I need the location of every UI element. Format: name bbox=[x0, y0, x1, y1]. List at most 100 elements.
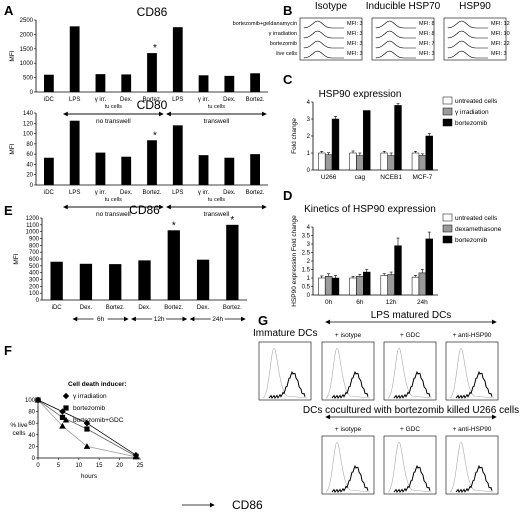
bar bbox=[363, 272, 370, 295]
chart-d-kinetics: Kinetics of HSP90 expressionHSP90 expres… bbox=[291, 204, 502, 307]
x-tick-label: LPS bbox=[69, 190, 80, 196]
y-axis-label: MFI bbox=[13, 253, 20, 264]
chart-title: CD80 bbox=[137, 98, 168, 112]
legend-label: bortezomib+GDC bbox=[73, 417, 124, 424]
y-axis-label: % live bbox=[10, 422, 28, 429]
x-tick-label: LPS bbox=[172, 97, 183, 103]
y-tick-label: 40 bbox=[26, 162, 33, 168]
bar bbox=[44, 158, 54, 185]
chart-title: HSP90 expression bbox=[319, 89, 402, 100]
row-label: bortezomib+geldanamycin bbox=[233, 21, 297, 27]
bar bbox=[96, 153, 106, 185]
bar bbox=[388, 275, 395, 295]
y-tick-label: 1 bbox=[307, 276, 311, 282]
bar bbox=[109, 264, 121, 300]
y-axis-label: cells bbox=[12, 430, 26, 437]
x-tick-label: 24h bbox=[417, 299, 428, 306]
bar bbox=[381, 153, 388, 170]
sample-trace bbox=[332, 466, 368, 492]
y-tick-label: 3 bbox=[307, 117, 311, 123]
x-tick-label: 5 bbox=[57, 463, 61, 469]
bar bbox=[147, 53, 157, 92]
y-tick-label: 0 bbox=[307, 168, 311, 174]
x-tick-label: Bortez. bbox=[246, 97, 265, 103]
y-tick-label: 300 bbox=[29, 278, 40, 284]
histogram-trace bbox=[448, 51, 488, 58]
y-tick-label: 1500 bbox=[20, 47, 34, 53]
y-tick-label: 2.5 bbox=[302, 251, 311, 257]
x-tick-label: Bortez. bbox=[246, 190, 265, 196]
chart-e-cd86: CD86MFI010020030040050060070080090010001… bbox=[13, 203, 247, 323]
y-tick-label: 80 bbox=[28, 410, 35, 416]
y-tick-label: 1 bbox=[307, 151, 311, 157]
bar bbox=[332, 278, 339, 295]
y-tick-label: 0.5 bbox=[302, 285, 311, 291]
bar bbox=[356, 276, 363, 295]
group-label: no transwell bbox=[96, 211, 131, 218]
y-tick-label: 2000 bbox=[20, 32, 34, 38]
y-tick-label: 900 bbox=[29, 237, 40, 243]
y-tick-label: 0 bbox=[32, 456, 36, 462]
bar bbox=[388, 156, 395, 170]
y-tick-label: 800 bbox=[29, 243, 40, 249]
y-tick-label: 80 bbox=[26, 142, 33, 148]
y-tick-label: 140 bbox=[23, 111, 34, 117]
panel-label-a: A bbox=[4, 3, 14, 18]
bar bbox=[250, 73, 260, 92]
chart-title: Kinetics of HSP90 expression bbox=[304, 204, 436, 215]
column-header: + isotype bbox=[335, 332, 362, 339]
x-tick-label: iDC bbox=[44, 190, 55, 196]
significance-star: * bbox=[153, 43, 157, 54]
x-tick-label: U266 bbox=[321, 174, 337, 181]
y-tick-label: 100 bbox=[23, 132, 34, 138]
bar bbox=[147, 140, 157, 185]
bar bbox=[426, 239, 433, 295]
significance-star: * bbox=[230, 215, 234, 226]
y-tick-label: 100 bbox=[29, 291, 40, 297]
legend-label: γ irradiation bbox=[73, 393, 107, 400]
histogram-trace bbox=[376, 31, 416, 38]
bar bbox=[412, 153, 419, 170]
x-tick-label: γ irr. bbox=[95, 97, 107, 103]
y-tick-label: 500 bbox=[23, 76, 34, 82]
panel-label-f: F bbox=[4, 343, 12, 358]
bar bbox=[197, 260, 209, 300]
mfi-value: MFI: 3 bbox=[491, 51, 507, 57]
mfi-value: MFI: 3 bbox=[347, 51, 363, 57]
bar bbox=[395, 105, 402, 170]
histogram-trace bbox=[376, 41, 416, 48]
bar bbox=[224, 158, 234, 185]
bar bbox=[350, 153, 357, 170]
legend-marker bbox=[63, 405, 68, 410]
time-label: 24h bbox=[212, 316, 223, 323]
histogram-trace bbox=[376, 51, 416, 58]
bar bbox=[325, 155, 332, 170]
x-tick-label: Bortez. bbox=[164, 305, 183, 311]
x-tick-label: Dex. bbox=[223, 190, 236, 196]
bar bbox=[80, 264, 92, 300]
legend-swatch bbox=[443, 214, 452, 221]
column-header: + isotype bbox=[335, 426, 362, 433]
y-tick-label: 1000 bbox=[26, 230, 40, 236]
x-axis-label: hours bbox=[81, 473, 98, 480]
significance-star: * bbox=[153, 130, 157, 141]
histogram-trace bbox=[376, 21, 416, 28]
bar bbox=[70, 26, 80, 92]
group-label: transwell bbox=[204, 118, 230, 125]
y-tick-label: 3.5 bbox=[302, 234, 311, 240]
sub-label: tu cells bbox=[208, 104, 225, 110]
bar bbox=[332, 119, 339, 170]
x-tick-label: Dex. bbox=[138, 305, 151, 311]
bar bbox=[363, 111, 370, 171]
data-point bbox=[84, 426, 89, 431]
y-tick-label: 120 bbox=[23, 121, 34, 127]
column-header: + GDC bbox=[400, 332, 420, 339]
bar bbox=[318, 153, 325, 170]
row-label: γ irradiation bbox=[269, 31, 297, 37]
x-tick-label: 6h bbox=[356, 299, 364, 306]
legend-label: untreated cells bbox=[455, 98, 498, 105]
histogram-trace bbox=[304, 31, 344, 38]
x-tick-label: 12h bbox=[386, 299, 397, 306]
column-header: + anti-HSP90 bbox=[453, 332, 492, 339]
sample-trace bbox=[394, 372, 430, 398]
